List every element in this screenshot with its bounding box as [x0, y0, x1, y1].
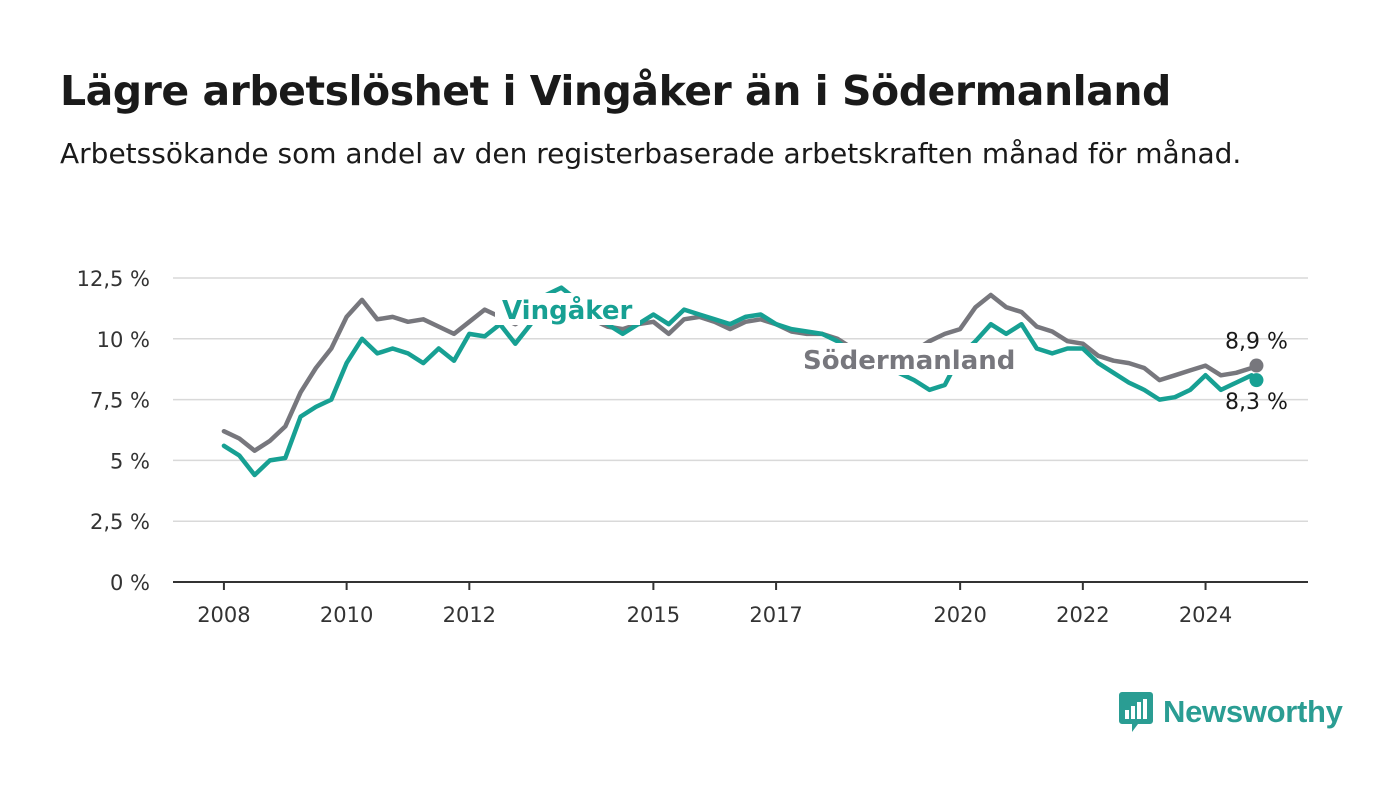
sodermanland-series-label: Södermanland: [803, 346, 1015, 376]
brand-name: Newsworthy: [1163, 694, 1343, 729]
series-lines: [221, 285, 1264, 478]
y-axis-tick-labels: 0 % 2,5 % 5 % 7,5 % 10 % 12,5 %: [77, 267, 150, 595]
vingaker-end-label: 8,3 %: [1225, 390, 1288, 415]
x-tick-label: 2020: [933, 603, 986, 627]
y-tick-label: 0 %: [110, 571, 150, 595]
y-tick-label: 12,5 %: [77, 267, 150, 291]
series-labels: Vingåker Södermanland 8,9 % 8,3 %: [502, 294, 1288, 415]
vingaker-end-point: [1249, 373, 1264, 388]
sodermanland-end-point: [1249, 358, 1264, 373]
bar-chart-speech-bubble-icon: [1119, 692, 1153, 732]
x-tick-label: 2017: [749, 603, 802, 627]
x-tick-label: 2022: [1056, 603, 1109, 627]
sodermanland-line: [221, 292, 1259, 453]
x-tick-label: 2010: [320, 603, 373, 627]
x-axis-tick-labels: 2008 2010 2012 2015 2017 2020 2022 2024: [197, 603, 1232, 627]
x-tick-label: 2008: [197, 603, 250, 627]
x-tick-label: 2024: [1179, 603, 1232, 627]
y-tick-label: 10 %: [97, 328, 150, 352]
y-tick-label: 5 %: [110, 449, 150, 473]
vingaker-series-label: Vingåker: [502, 294, 632, 326]
y-tick-label: 7,5 %: [90, 389, 150, 413]
x-axis: [173, 581, 1308, 590]
vingaker-line: [221, 285, 1259, 478]
chart-title: Lägre arbetslöshet i Vingåker än i Söder…: [60, 67, 1171, 115]
chart-subtitle: Arbetssökande som andel av den registerb…: [60, 137, 1242, 170]
x-tick-label: 2015: [627, 603, 680, 627]
x-tick-label: 2012: [443, 603, 496, 627]
newsworthy-logo: Newsworthy: [1118, 690, 1343, 734]
y-tick-label: 2,5 %: [90, 510, 150, 534]
grid-lines: [173, 277, 1308, 522]
sodermanland-end-label: 8,9 %: [1225, 330, 1288, 355]
